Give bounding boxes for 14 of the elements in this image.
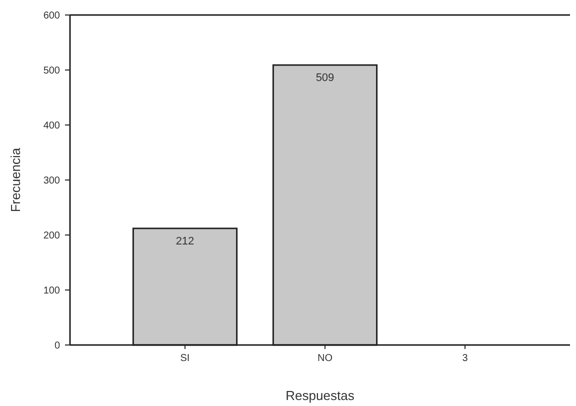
x-axis-title: Respuestas	[286, 388, 355, 403]
x-tick-label: 3	[462, 353, 468, 364]
y-tick-label: 400	[43, 120, 60, 132]
y-tick-label: 500	[43, 66, 60, 76]
y-tick-label: 0	[54, 340, 60, 352]
y-tick-label: 600	[43, 10, 60, 22]
x-tick-label: NO	[318, 353, 333, 364]
x-tick-label: SI	[180, 353, 190, 364]
y-tick-label: 100	[43, 286, 60, 296]
data-label: 212	[176, 235, 194, 248]
y-tick-label: 200	[43, 230, 60, 242]
y-tick-label: 300	[43, 176, 60, 186]
data-label: 509	[316, 72, 334, 84]
y-axis-title: Frecuencia	[8, 147, 23, 212]
